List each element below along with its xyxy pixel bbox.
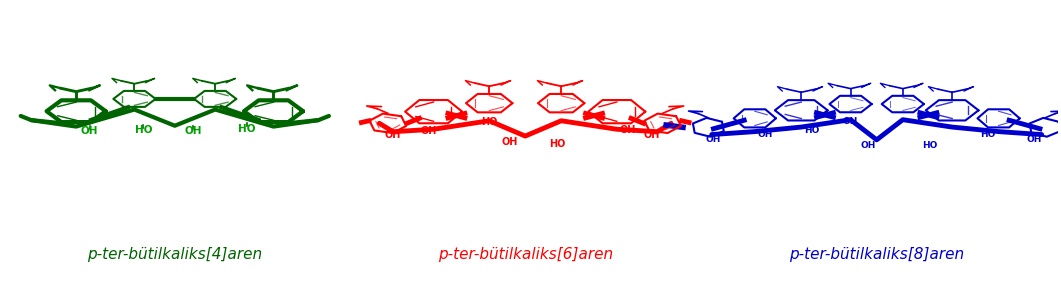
Text: HO: HO — [481, 117, 498, 127]
Text: p-ter-bütilkaliks[8]aren: p-ter-bütilkaliks[8]aren — [789, 247, 964, 262]
Text: HO: HO — [922, 141, 937, 150]
Text: OH: OH — [706, 135, 721, 144]
Text: OH: OH — [620, 125, 636, 135]
Text: OH: OH — [860, 141, 876, 150]
Text: OH: OH — [184, 126, 202, 136]
Text: HO: HO — [804, 126, 819, 135]
Text: OH: OH — [1027, 135, 1042, 144]
Text: OH: OH — [501, 137, 518, 147]
Text: p-ter-bütilkaliks[4]aren: p-ter-bütilkaliks[4]aren — [87, 247, 262, 262]
Text: OH: OH — [420, 126, 436, 136]
Text: OH: OH — [644, 129, 660, 140]
Text: HO: HO — [135, 125, 152, 135]
Text: OH: OH — [385, 129, 401, 140]
Text: HO: HO — [980, 131, 995, 139]
Text: OH: OH — [842, 117, 858, 127]
Text: p-ter-bütilkaliks[6]aren: p-ter-bütilkaliks[6]aren — [437, 247, 613, 262]
Text: HO: HO — [238, 123, 256, 134]
Text: HO: HO — [549, 139, 566, 149]
Text: OH: OH — [758, 131, 773, 139]
Text: OH: OH — [81, 126, 99, 136]
